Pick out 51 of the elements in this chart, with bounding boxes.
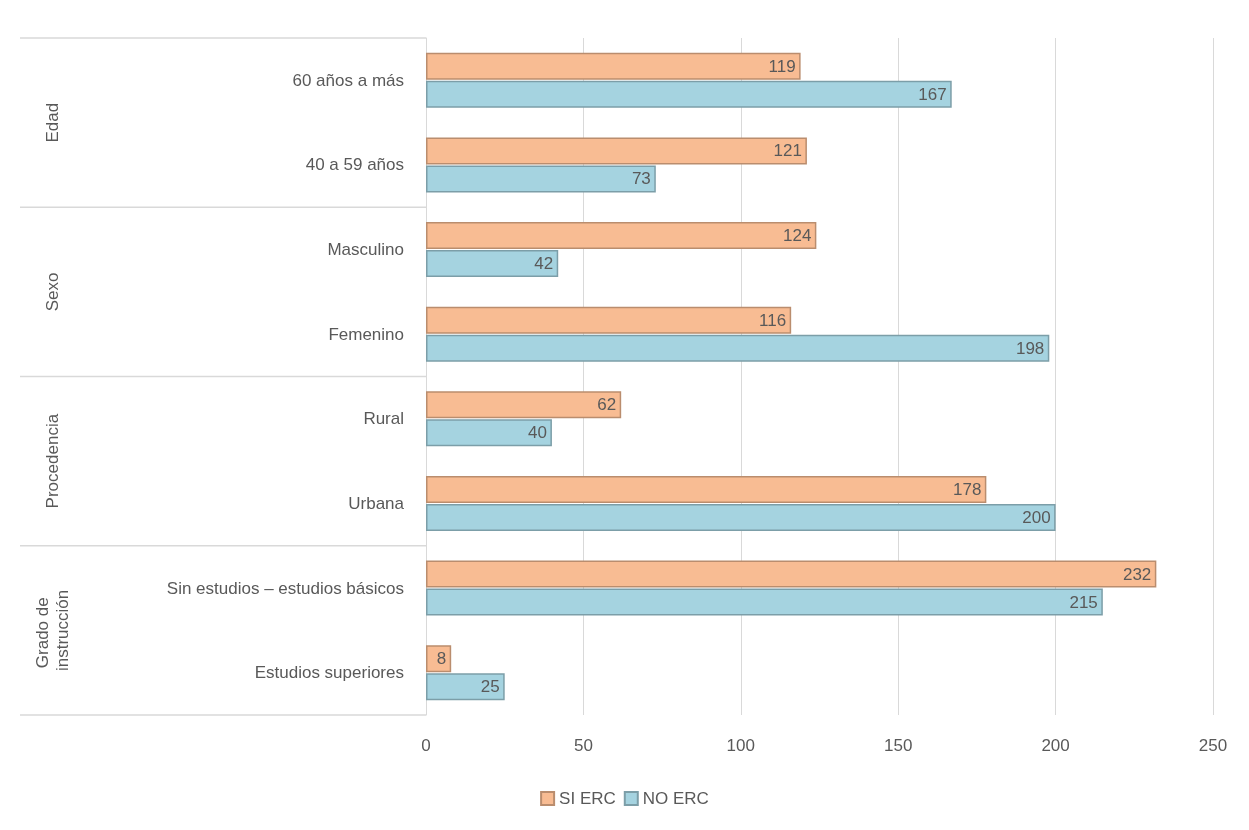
bar — [426, 334, 1050, 362]
x-tick-label: 100 — [726, 736, 755, 755]
x-tick-label: 50 — [573, 736, 593, 755]
y-tick-label: Masculino — [327, 240, 404, 260]
bar — [426, 588, 1103, 616]
y-tick-label: Femenino — [328, 324, 404, 344]
legend-label: NO ERC — [642, 789, 709, 808]
legend-label: SI ERC — [559, 789, 616, 808]
data-label: 167 — [918, 84, 947, 104]
data-label: 200 — [1022, 507, 1051, 527]
bar — [426, 222, 817, 250]
y-tick-label: 60 años a más — [292, 70, 404, 90]
bar — [426, 306, 792, 334]
data-label: 42 — [534, 254, 554, 274]
data-label: 215 — [1069, 592, 1098, 612]
x-tick-label: 0 — [421, 736, 431, 755]
bar — [426, 137, 807, 165]
y-tick-label: Rural — [363, 409, 404, 429]
bar — [426, 165, 656, 193]
data-label: 121 — [773, 141, 802, 161]
bar — [426, 503, 1056, 531]
y-tick-label: Sin estudios – estudios básicos — [166, 578, 404, 598]
bar — [426, 52, 801, 80]
data-label: 198 — [1015, 338, 1045, 358]
bar — [426, 475, 987, 503]
bar — [426, 673, 505, 701]
data-label: 124 — [782, 226, 812, 246]
data-label: 25 — [480, 677, 500, 697]
text: Edad — [42, 102, 62, 143]
y-tick-label: Estudios superiores — [254, 663, 404, 683]
data-label: 8 — [436, 649, 447, 669]
data-label: 119 — [768, 56, 796, 76]
y-tick-label: 40 a 59 años — [305, 155, 404, 175]
text: Sexo — [42, 272, 62, 312]
data-label: 178 — [952, 479, 982, 499]
data-label: 116 — [759, 310, 787, 330]
y-tick-label: Urbana — [348, 493, 405, 513]
bar — [426, 80, 952, 108]
bar — [426, 560, 1157, 588]
data-label: 73 — [631, 169, 651, 189]
text: Grado de instrucción — [32, 589, 72, 672]
text: Procedencia — [42, 413, 62, 509]
data-label: 232 — [1122, 564, 1152, 584]
bar — [426, 391, 622, 419]
data-label: 62 — [597, 395, 617, 415]
bar — [426, 419, 552, 447]
x-tick-label: 250 — [1198, 736, 1228, 755]
data-label: 40 — [528, 423, 547, 443]
bar — [426, 250, 559, 278]
x-tick-label: 200 — [1041, 736, 1070, 755]
x-tick-label: 150 — [884, 736, 913, 755]
